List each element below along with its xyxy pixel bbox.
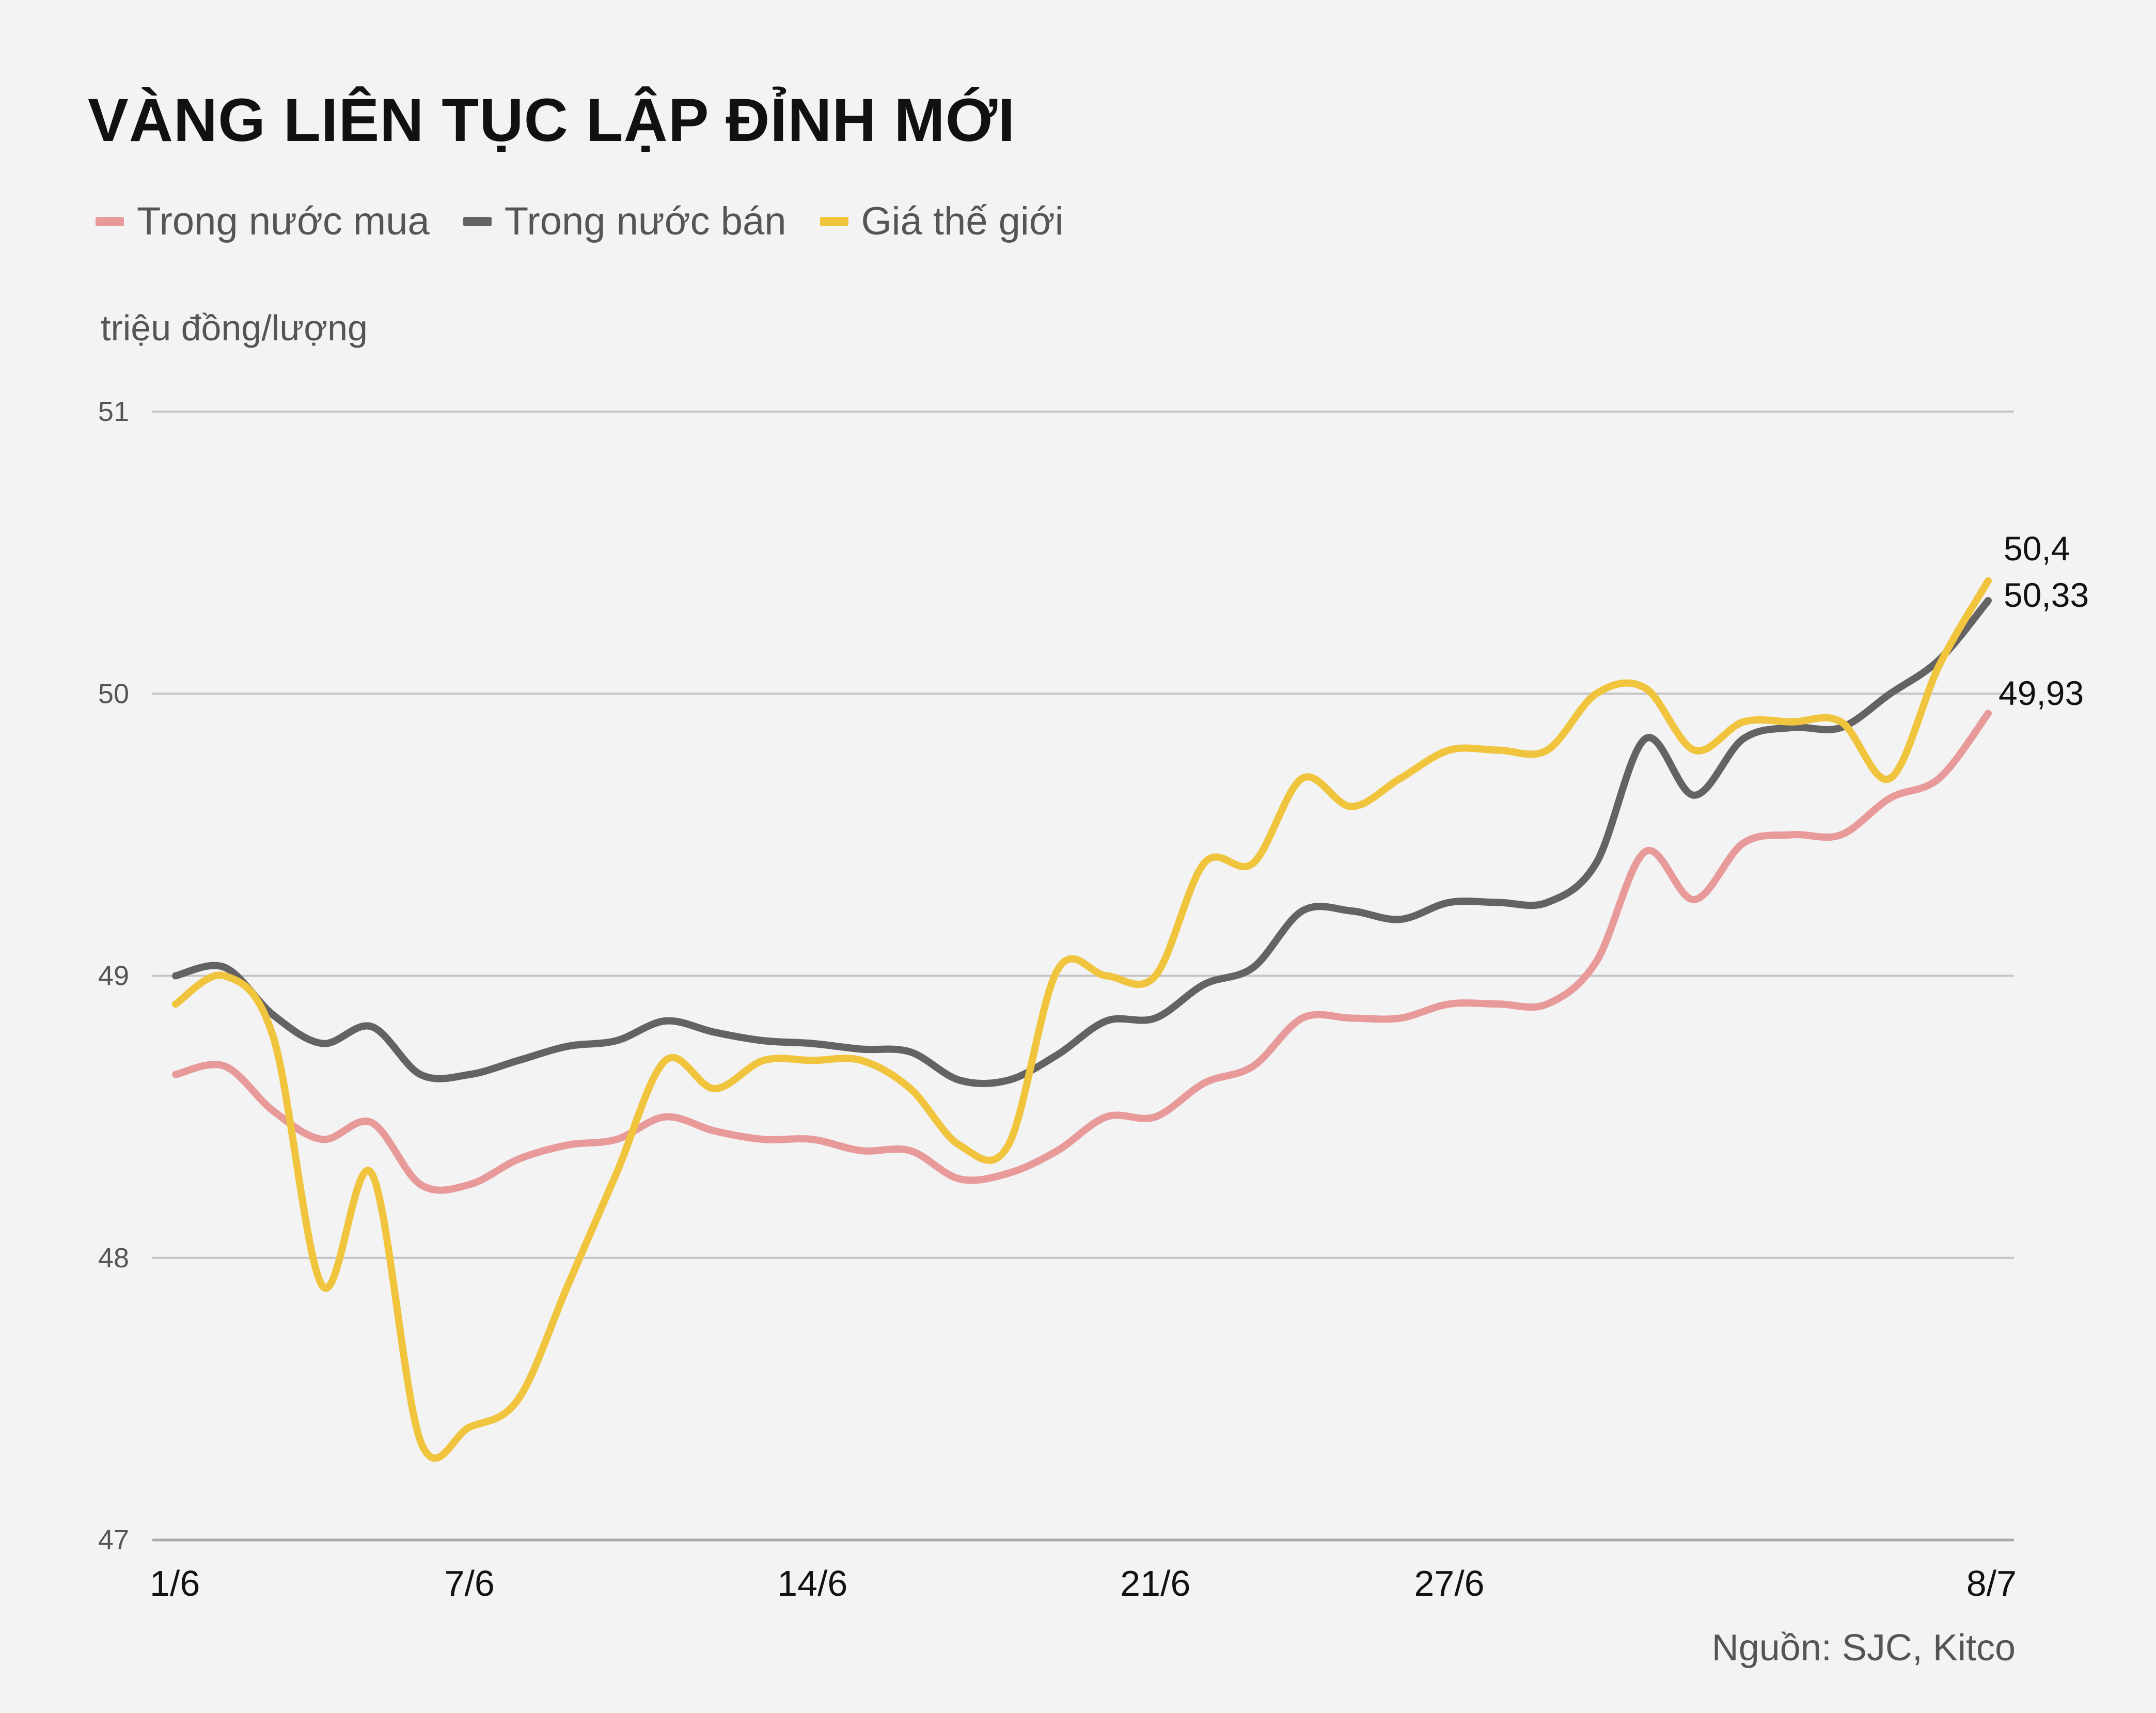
x-tick-label: 7/6 [445,1563,495,1604]
legend: Trong nước mua Trong nước bán Giá thế gi… [96,199,1097,244]
x-tick-label: 1/6 [150,1563,200,1604]
x-tick-label: 8/7 [1966,1563,2017,1604]
series-line-sell [172,596,1992,1088]
series-line-world [172,577,1992,1462]
legend-swatch-world [820,216,848,226]
y-axis-ticks: 47 48 49 50 51 [98,396,129,1555]
end-value-label: 50,33 [2004,576,2089,614]
source-note: Nguồn: SJC, Kitco [1711,1627,2016,1669]
chart-title: VÀNG LIÊN TỤC LẬP ĐỈNH MỚI [88,86,1016,154]
end-value-label: 50,4 [2004,529,2070,568]
end-value-label: 49,93 [1998,674,2084,712]
series-lines [172,577,1992,1462]
series-line-buy [172,710,1992,1194]
legend-label-buy: Trong nước mua [137,199,430,243]
x-tick-label: 27/6 [1414,1563,1484,1604]
y-tick-label: 49 [98,961,129,992]
legend-item-world: Giá thế giới [820,199,1064,244]
legend-swatch-buy [96,216,124,226]
y-tick-label: 47 [98,1525,129,1555]
legend-swatch-sell [463,216,492,226]
end-value-labels: 50,4 50,33 49,93 [1998,529,2089,712]
x-axis-ticks: 1/6 7/6 14/6 21/6 27/6 8/7 [150,1563,2017,1604]
legend-label-world: Giá thế giới [861,199,1064,243]
y-tick-label: 48 [98,1243,129,1274]
x-tick-label: 21/6 [1120,1563,1190,1604]
y-axis-unit-label: triệu đồng/lượng [101,308,368,348]
grid-lines [152,411,2014,1542]
y-tick-label: 51 [98,396,129,427]
legend-item-buy: Trong nước mua [96,199,430,244]
x-tick-label: 14/6 [777,1563,847,1604]
legend-label-sell: Trong nước bán [504,199,786,243]
legend-item-sell: Trong nước bán [463,199,786,244]
y-tick-label: 50 [98,678,129,709]
